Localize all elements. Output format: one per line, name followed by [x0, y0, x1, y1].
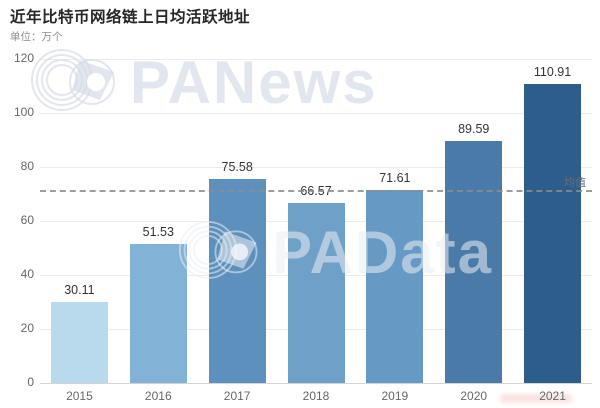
x-axis-tick-2018: 2018 — [302, 389, 330, 403]
bar-value-2017: 75.58 — [221, 159, 253, 174]
x-axis-tick-2019: 2019 — [381, 389, 409, 403]
y-axis-tick-80: 80 — [20, 159, 34, 173]
bar-value-2019: 71.61 — [379, 170, 411, 185]
bar-value-2020: 89.59 — [458, 122, 490, 137]
mean-dashed-line — [40, 190, 592, 193]
gridline-120 — [40, 59, 592, 60]
chart-title: 近年比特币网络链上日均活跃地址 — [10, 9, 251, 26]
x-axis-tick-2017: 2017 — [223, 389, 251, 403]
red-watermark-smudge — [500, 394, 572, 403]
x-axis-tick-2021: 2021 — [539, 389, 566, 403]
unit-label: 单位：万个 — [10, 31, 63, 43]
gridline-100 — [40, 113, 592, 114]
x-axis-tick-2016: 2016 — [144, 389, 172, 403]
bar-2015 — [50, 301, 108, 383]
bar-2021 — [524, 83, 582, 383]
y-axis-tick-100: 100 — [13, 105, 34, 119]
bar-2020 — [445, 141, 503, 383]
panews-logo-icon — [30, 42, 122, 123]
x-axis-tick-2020: 2020 — [460, 389, 488, 403]
bar-2016 — [129, 243, 187, 383]
panews-watermark: PANews — [30, 42, 378, 123]
x-axis-tick-2015: 2015 — [66, 389, 93, 403]
panews-watermark-text: PANews — [130, 48, 378, 116]
gridline-80 — [40, 167, 592, 168]
bar-value-2016: 51.53 — [142, 224, 174, 239]
bar-2017 — [208, 178, 266, 383]
y-axis-tick-20: 20 — [20, 321, 34, 335]
bar-2019 — [366, 189, 424, 383]
bar-2018 — [287, 203, 345, 383]
y-axis-tick-0: 0 — [27, 375, 34, 389]
y-axis-tick-120: 120 — [13, 51, 34, 65]
gridline-0 — [40, 383, 592, 384]
bar-value-2021: 110.91 — [533, 64, 572, 79]
y-axis-tick-40: 40 — [20, 267, 34, 281]
y-axis-tick-60: 60 — [20, 213, 34, 227]
mean-line-label: 均值 — [564, 177, 586, 190]
bar-value-2015: 30.11 — [64, 282, 95, 297]
